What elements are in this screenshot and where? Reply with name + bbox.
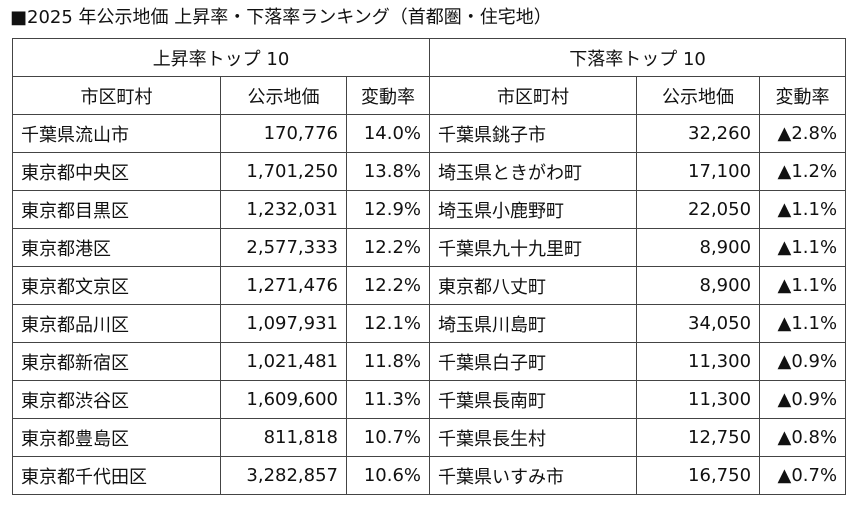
rise-price: 1,271,476 (220, 266, 347, 305)
fall-city: 千葉県長南町 (429, 380, 638, 419)
fall-price: 8,900 (636, 228, 761, 267)
rise-city: 東京都新宿区 (12, 342, 221, 381)
table-row: 東京都目黒区 1,232,031 12.9% 埼玉県小鹿野町 22,050 ▲1… (12, 190, 847, 229)
fall-city: 千葉県銚子市 (429, 114, 638, 153)
fall-col-price: 公示地価 (636, 76, 761, 115)
fall-city: 千葉県白子町 (429, 342, 638, 381)
rise-rate: 12.1% (345, 304, 431, 343)
table-row: 東京都新宿区 1,021,481 11.8% 千葉県白子町 11,300 ▲0.… (12, 342, 847, 381)
table-row: 千葉県流山市 170,776 14.0% 千葉県銚子市 32,260 ▲2.8% (12, 114, 847, 153)
rise-price: 3,282,857 (220, 456, 347, 495)
rise-rate: 12.2% (345, 266, 431, 305)
fall-rate: ▲0.9% (759, 342, 847, 381)
fall-rate: ▲1.1% (759, 304, 847, 343)
rise-price: 2,577,333 (220, 228, 347, 267)
fall-price: 11,300 (636, 380, 761, 419)
fall-city: 埼玉県ときがわ町 (429, 152, 638, 191)
rise-city: 東京都中央区 (12, 152, 221, 191)
table-row: 東京都文京区 1,271,476 12.2% 東京都八丈町 8,900 ▲1.1… (12, 266, 847, 305)
rise-col-rate: 変動率 (345, 76, 431, 115)
fall-rate: ▲2.8% (759, 114, 847, 153)
rise-city: 東京都目黒区 (12, 190, 221, 229)
fall-rate: ▲0.8% (759, 418, 847, 457)
fall-rate: ▲1.1% (759, 266, 847, 305)
column-header-row: 市区町村 公示地価 変動率 市区町村 公示地価 変動率 (12, 76, 847, 115)
fall-price: 22,050 (636, 190, 761, 229)
fall-rate: ▲1.1% (759, 190, 847, 229)
fall-price: 12,750 (636, 418, 761, 457)
fall-rate: ▲1.1% (759, 228, 847, 267)
fall-price: 32,260 (636, 114, 761, 153)
rise-rate: 10.6% (345, 456, 431, 495)
rise-city: 東京都渋谷区 (12, 380, 221, 419)
rise-city: 東京都豊島区 (12, 418, 221, 457)
rise-rate: 12.9% (345, 190, 431, 229)
rise-rate: 12.2% (345, 228, 431, 267)
fall-price: 11,300 (636, 342, 761, 381)
rise-city: 東京都品川区 (12, 304, 221, 343)
rise-rate: 11.3% (345, 380, 431, 419)
rise-price: 1,609,600 (220, 380, 347, 419)
fall-rate: ▲1.2% (759, 152, 847, 191)
rise-price: 1,701,250 (220, 152, 347, 191)
page-title: ■2025 年公示地価 上昇率・下落率ランキング（首都圏・住宅地） (10, 7, 552, 28)
rise-price: 1,021,481 (220, 342, 347, 381)
rise-col-price: 公示地価 (220, 76, 347, 115)
rise-city: 千葉県流山市 (12, 114, 221, 153)
rise-rate: 11.8% (345, 342, 431, 381)
fall-price: 17,100 (636, 152, 761, 191)
fall-price: 34,050 (636, 304, 761, 343)
rise-rate: 14.0% (345, 114, 431, 153)
group-header-row: 上昇率トップ 10 下落率トップ 10 (11, 38, 847, 77)
ranking-table: 上昇率トップ 10 下落率トップ 10 市区町村 公示地価 変動率 市区町村 公… (11, 38, 847, 495)
table-row: 東京都港区 2,577,333 12.2% 千葉県九十九里町 8,900 ▲1.… (12, 228, 847, 267)
fall-price: 16,750 (636, 456, 761, 495)
rise-price: 811,818 (220, 418, 347, 457)
fall-city: 埼玉県小鹿野町 (429, 190, 638, 229)
fall-city: 東京都八丈町 (429, 266, 638, 305)
table-row: 東京都中央区 1,701,250 13.8% 埼玉県ときがわ町 17,100 ▲… (12, 152, 847, 191)
fall-rate: ▲0.7% (759, 456, 847, 495)
fall-heading: 下落率トップ 10 (429, 38, 847, 77)
rise-price: 170,776 (220, 114, 347, 153)
rise-rate: 13.8% (345, 152, 431, 191)
rise-price: 1,097,931 (220, 304, 347, 343)
fall-rate: ▲0.9% (759, 380, 847, 419)
fall-city: 埼玉県川島町 (429, 304, 638, 343)
table-row: 東京都品川区 1,097,931 12.1% 埼玉県川島町 34,050 ▲1.… (12, 304, 847, 343)
table-row: 東京都千代田区 3,282,857 10.6% 千葉県いすみ市 16,750 ▲… (12, 456, 847, 495)
fall-city: 千葉県九十九里町 (429, 228, 638, 267)
rise-price: 1,232,031 (220, 190, 347, 229)
rise-col-city: 市区町村 (12, 76, 221, 115)
fall-price: 8,900 (636, 266, 761, 305)
rise-heading: 上昇率トップ 10 (11, 38, 431, 77)
fall-col-city: 市区町村 (429, 76, 638, 115)
rise-city: 東京都千代田区 (12, 456, 221, 495)
fall-col-rate: 変動率 (759, 76, 847, 115)
rise-rate: 10.7% (345, 418, 431, 457)
rise-city: 東京都文京区 (12, 266, 221, 305)
table-row: 東京都渋谷区 1,609,600 11.3% 千葉県長南町 11,300 ▲0.… (12, 380, 847, 419)
fall-city: 千葉県いすみ市 (429, 456, 638, 495)
rise-city: 東京都港区 (12, 228, 221, 267)
fall-city: 千葉県長生村 (429, 418, 638, 457)
table-row: 東京都豊島区 811,818 10.7% 千葉県長生村 12,750 ▲0.8% (12, 418, 847, 457)
